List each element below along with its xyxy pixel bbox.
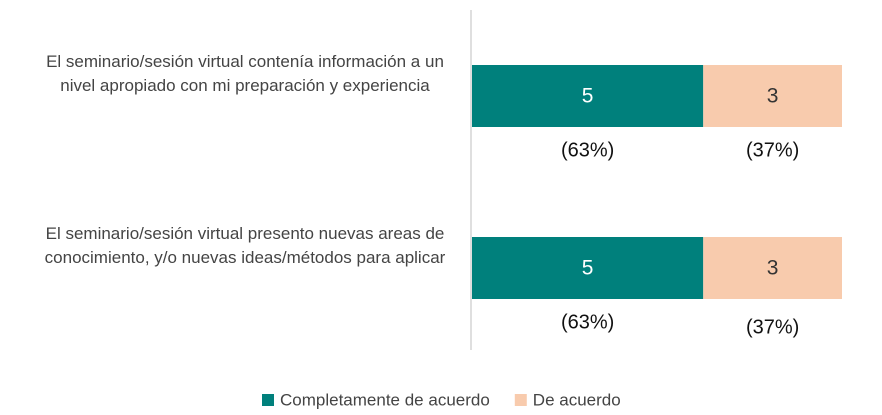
legend-swatch bbox=[514, 394, 527, 406]
category-label: El seminario/sesión virtual presento nue… bbox=[44, 224, 446, 267]
bar-segment bbox=[703, 237, 842, 299]
percent-label: (37%) bbox=[746, 139, 799, 161]
category-label: El seminario/sesión virtual contenía inf… bbox=[46, 52, 444, 95]
percent-label: (63%) bbox=[561, 311, 614, 333]
value-label: 3 bbox=[767, 85, 779, 108]
value-label: 5 bbox=[582, 257, 594, 280]
value-label: 3 bbox=[767, 257, 779, 280]
value-label: 5 bbox=[582, 85, 594, 108]
legend-label: Completamente de acuerdo bbox=[280, 390, 490, 409]
legend-swatch bbox=[262, 394, 274, 406]
bar-segment bbox=[472, 65, 704, 127]
percent-label: (37%) bbox=[746, 316, 799, 338]
bar-segment bbox=[472, 237, 704, 299]
legend-label: De acuerdo bbox=[533, 390, 621, 409]
bar-segment bbox=[703, 65, 842, 127]
percent-label: (63%) bbox=[561, 139, 614, 161]
